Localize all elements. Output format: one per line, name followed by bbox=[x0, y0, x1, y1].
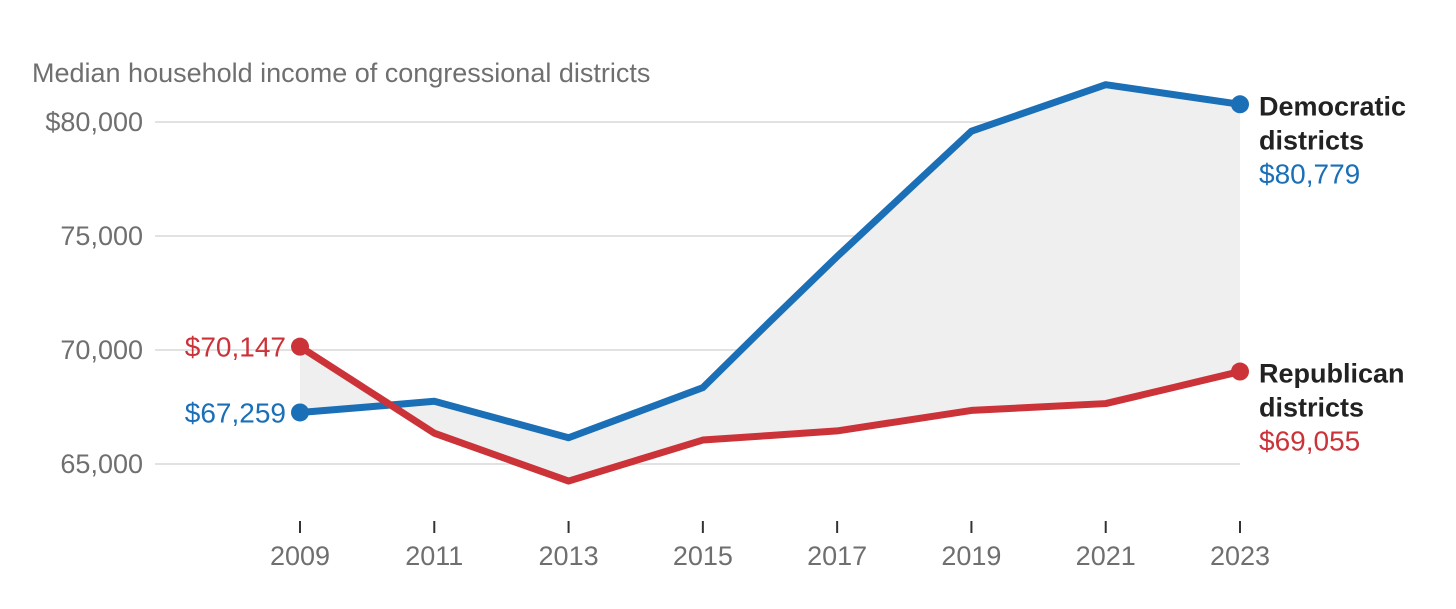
series-markers bbox=[291, 95, 1249, 422]
republican-end-value: $69,055 bbox=[1259, 426, 1360, 457]
republican-series-line bbox=[296, 343, 1244, 485]
x-tick-label: 2021 bbox=[1076, 541, 1136, 571]
democratic-start-value: $67,259 bbox=[185, 397, 286, 428]
x-tick-label: 2019 bbox=[941, 541, 1001, 571]
x-tick-label: 2013 bbox=[539, 541, 599, 571]
republican-start-value: $70,147 bbox=[185, 332, 286, 363]
democratic-series-line bbox=[296, 81, 1244, 442]
y-tick-label: 75,000 bbox=[60, 221, 143, 251]
x-tick-label: 2009 bbox=[270, 541, 330, 571]
republican-series-name: Republican bbox=[1259, 359, 1405, 389]
republican-end-marker bbox=[1231, 362, 1249, 381]
democratic-end-value: $80,779 bbox=[1259, 158, 1360, 189]
income-gap-area bbox=[300, 84, 1240, 482]
x-axis: 2009 2011 2013 2015 2017 2019 2021 2023 bbox=[270, 521, 1270, 571]
x-tick-label: 2011 bbox=[405, 541, 463, 571]
republican-series-name: districts bbox=[1259, 393, 1364, 423]
y-tick-label: 65,000 bbox=[60, 449, 143, 479]
democratic-series-name: Democratic bbox=[1259, 91, 1406, 121]
democratic-start-marker bbox=[291, 403, 309, 422]
gap-area-layer bbox=[300, 84, 1240, 482]
republican-start-marker bbox=[291, 337, 309, 356]
x-tick-label: 2023 bbox=[1210, 541, 1270, 571]
y-tick-label: 70,000 bbox=[60, 335, 143, 365]
x-tick-label: 2017 bbox=[807, 541, 867, 571]
democratic-end-marker bbox=[1231, 95, 1249, 114]
y-tick-label: $80,000 bbox=[45, 107, 143, 137]
x-tick-label: 2015 bbox=[673, 541, 733, 571]
series-labels: $67,259Democraticdistricts$80,779$70,147… bbox=[185, 91, 1406, 456]
chart-title: Median household income of congressional… bbox=[32, 58, 650, 88]
series-lines bbox=[296, 81, 1244, 485]
democratic-series-name: districts bbox=[1259, 125, 1364, 155]
